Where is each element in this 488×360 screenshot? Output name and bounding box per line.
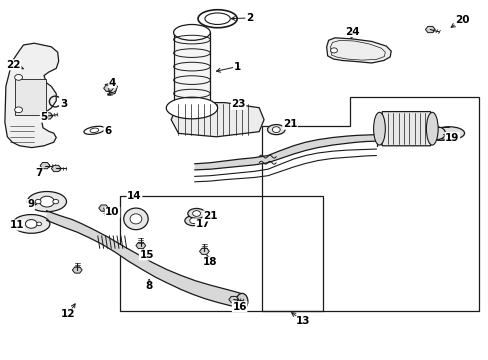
Polygon shape <box>194 135 376 170</box>
Ellipse shape <box>25 220 37 228</box>
Text: 21: 21 <box>203 211 217 221</box>
Text: 20: 20 <box>454 15 468 25</box>
Text: 21: 21 <box>282 119 297 129</box>
Text: 2: 2 <box>245 13 252 23</box>
Ellipse shape <box>37 222 41 226</box>
Polygon shape <box>199 248 209 255</box>
Text: 17: 17 <box>195 219 210 229</box>
Bar <box>173 32 210 108</box>
Text: 1: 1 <box>233 62 240 72</box>
Ellipse shape <box>267 125 285 135</box>
Text: 10: 10 <box>105 207 120 217</box>
Polygon shape <box>376 112 434 146</box>
Ellipse shape <box>27 192 66 212</box>
Ellipse shape <box>130 214 142 224</box>
Text: 23: 23 <box>231 99 245 109</box>
Ellipse shape <box>20 222 25 226</box>
Ellipse shape <box>13 215 50 233</box>
Bar <box>15 79 46 115</box>
Text: 15: 15 <box>139 250 154 260</box>
Ellipse shape <box>204 13 230 24</box>
Ellipse shape <box>198 10 237 28</box>
Text: 18: 18 <box>203 257 217 267</box>
Ellipse shape <box>123 208 148 230</box>
Ellipse shape <box>426 112 437 145</box>
Ellipse shape <box>427 127 445 140</box>
Text: 3: 3 <box>60 99 67 109</box>
Polygon shape <box>51 165 61 172</box>
Polygon shape <box>136 242 145 249</box>
Ellipse shape <box>373 112 385 145</box>
Text: 6: 6 <box>104 126 111 136</box>
Polygon shape <box>326 38 390 63</box>
Polygon shape <box>103 85 113 91</box>
Ellipse shape <box>166 97 217 119</box>
Polygon shape <box>99 205 108 211</box>
Ellipse shape <box>236 293 247 309</box>
Text: 13: 13 <box>295 316 310 326</box>
Ellipse shape <box>15 75 22 80</box>
Text: 16: 16 <box>232 302 246 312</box>
Ellipse shape <box>90 128 99 132</box>
Text: 7: 7 <box>35 168 43 178</box>
Text: 9: 9 <box>27 199 34 210</box>
Polygon shape <box>228 296 238 303</box>
Ellipse shape <box>84 126 104 134</box>
Text: 14: 14 <box>127 191 142 201</box>
Text: 8: 8 <box>145 281 152 291</box>
Polygon shape <box>40 162 50 169</box>
Text: 12: 12 <box>61 309 76 319</box>
Ellipse shape <box>15 107 22 113</box>
Ellipse shape <box>40 196 54 207</box>
Polygon shape <box>425 26 434 33</box>
Ellipse shape <box>184 216 202 226</box>
Text: 5: 5 <box>41 112 47 122</box>
Text: 22: 22 <box>6 60 21 70</box>
Ellipse shape <box>272 127 280 132</box>
Ellipse shape <box>106 85 116 93</box>
Polygon shape <box>171 103 264 137</box>
Ellipse shape <box>173 24 210 40</box>
Ellipse shape <box>189 218 197 224</box>
Ellipse shape <box>330 48 337 53</box>
Ellipse shape <box>187 208 205 219</box>
Polygon shape <box>43 113 53 119</box>
Ellipse shape <box>35 199 41 204</box>
Text: 24: 24 <box>344 27 359 37</box>
Polygon shape <box>5 43 59 148</box>
Text: 4: 4 <box>108 78 116 88</box>
Ellipse shape <box>192 211 200 216</box>
Polygon shape <box>46 211 244 308</box>
Text: 19: 19 <box>444 132 459 143</box>
Polygon shape <box>72 267 82 273</box>
Ellipse shape <box>432 127 464 140</box>
Ellipse shape <box>53 199 59 204</box>
Text: 11: 11 <box>10 220 24 230</box>
